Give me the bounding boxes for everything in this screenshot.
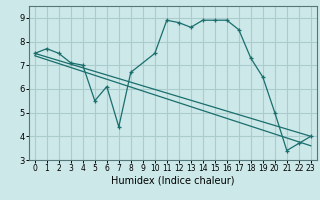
X-axis label: Humidex (Indice chaleur): Humidex (Indice chaleur) [111, 176, 235, 186]
